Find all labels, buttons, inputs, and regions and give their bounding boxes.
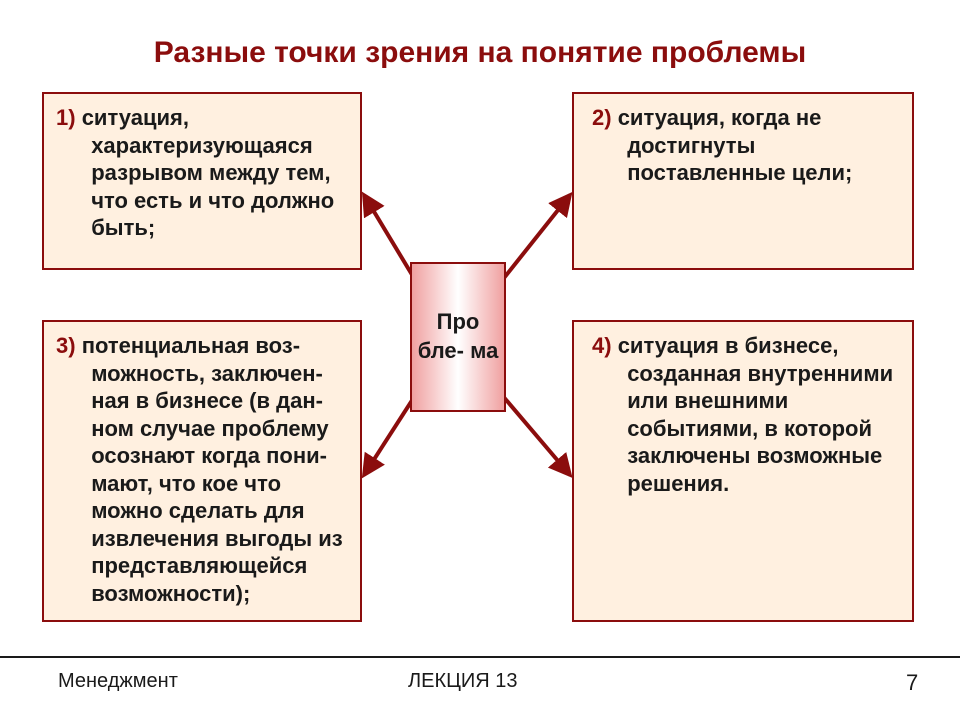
box-3: 3) потенциальная воз- можность, заключен… xyxy=(42,320,362,622)
box-2-text: ситуация, когда не достигнуты поставленн… xyxy=(618,105,853,185)
slide-title-text: Разные точки зрения на понятие проблемы xyxy=(154,36,806,69)
box-1-num: 1) xyxy=(56,105,82,130)
footer-right-text: 7 xyxy=(906,670,918,695)
slide-title: Разные точки зрения на понятие проблемы xyxy=(0,36,960,70)
box-4-text: ситуация в бизнесе, созданная внутренним… xyxy=(618,333,893,496)
center-node-text: Про бле- ма xyxy=(416,308,500,365)
box-4-num: 4) xyxy=(592,333,618,358)
box-1: 1) ситуация, характеризующаяся разрывом … xyxy=(42,92,362,270)
slide: Разные точки зрения на понятие проблемы … xyxy=(0,0,960,720)
box-1-text: ситуация, характеризующаяся разрывом меж… xyxy=(82,105,335,240)
footer-right: 7 xyxy=(906,670,918,696)
arrow-2 xyxy=(496,195,570,288)
footer-left: Менеджмент xyxy=(58,670,178,693)
footer-center: ЛЕКЦИЯ 13 xyxy=(408,670,518,693)
footer-line xyxy=(0,656,960,658)
box-2: 2) ситуация, когда не достигнуты поставл… xyxy=(572,92,914,270)
arrow-4 xyxy=(496,388,570,475)
center-node: Про бле- ма xyxy=(410,262,506,412)
box-4: 4) ситуация в бизнесе, созданная внутрен… xyxy=(572,320,914,622)
footer-center-text: ЛЕКЦИЯ 13 xyxy=(408,670,518,692)
footer-left-text: Менеджмент xyxy=(58,670,178,692)
box-2-num: 2) xyxy=(592,105,618,130)
box-3-num: 3) xyxy=(56,333,82,358)
box-3-text: потенциальная воз- можность, заключен- н… xyxy=(82,333,343,606)
